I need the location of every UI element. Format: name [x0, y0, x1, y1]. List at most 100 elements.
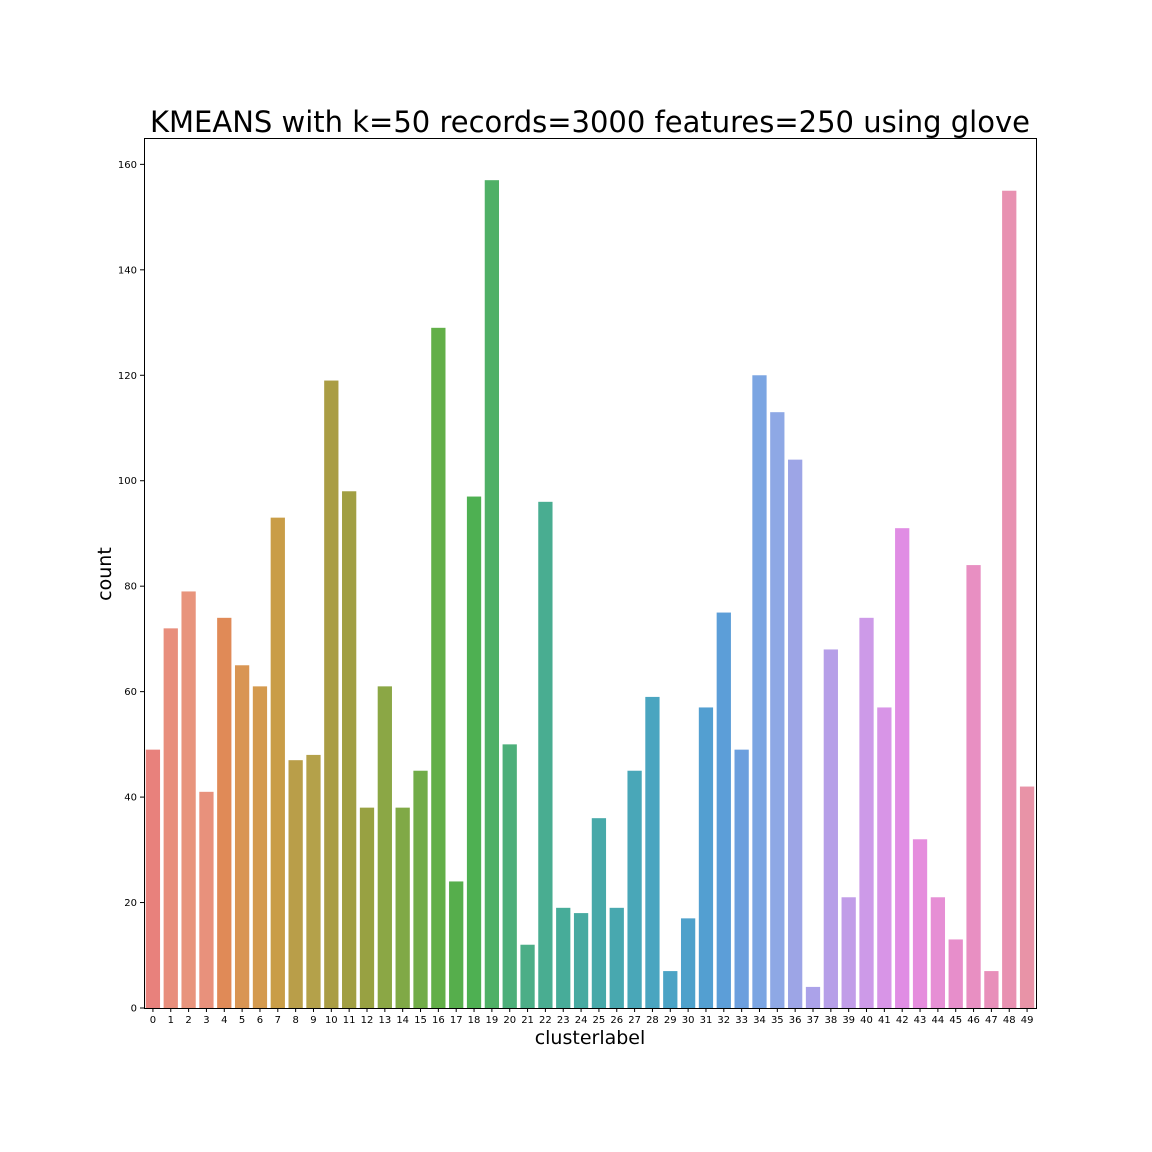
x-tick-label: 32: [717, 1015, 730, 1026]
x-tick-label: 7: [275, 1015, 281, 1026]
x-tick-label: 10: [325, 1015, 338, 1026]
bar-30: [680, 918, 696, 1008]
x-tick-label: 14: [396, 1015, 409, 1026]
chart-title: KMEANS with k=50 records=3000 features=2…: [150, 105, 1030, 139]
x-tick-label: 36: [789, 1015, 802, 1026]
x-tick-label: 17: [450, 1015, 463, 1026]
x-tick-label: 30: [682, 1015, 695, 1026]
bar-17: [449, 881, 464, 1008]
bar-33: [734, 749, 749, 1008]
bar-20: [502, 744, 517, 1008]
bar-0: [145, 749, 161, 1008]
x-axis-ticks: 0 1 2 3 4 5 6 7 8 9 10 11 12 13 14 15 16 17 18 19 20 21 22 23 24…: [150, 1008, 1034, 1026]
bar-38: [823, 649, 838, 1008]
bar-21: [520, 944, 535, 1008]
bar-32: [716, 612, 731, 1008]
x-tick-label: 4: [221, 1015, 227, 1026]
bar-39: [841, 897, 856, 1008]
x-tick-label: 2: [185, 1015, 191, 1026]
bar-5: [234, 665, 250, 1008]
x-tick-label: 40: [860, 1015, 873, 1026]
y-tick-label: 100: [118, 476, 137, 487]
x-tick-label: 31: [700, 1015, 713, 1026]
y-tick-label: 80: [124, 582, 137, 593]
x-tick-label: 15: [414, 1015, 427, 1026]
bar-27: [627, 770, 642, 1008]
x-tick-label: 0: [150, 1015, 156, 1026]
bar-18: [466, 496, 482, 1008]
bar-1: [163, 628, 178, 1008]
y-axis-label: count: [94, 547, 116, 601]
x-tick-label: 35: [771, 1015, 784, 1026]
x-axis-label: clusterlabel: [535, 1027, 646, 1049]
bar-25: [591, 818, 607, 1008]
bar-49: [1019, 786, 1035, 1008]
plot-frame: [144, 138, 1037, 1009]
x-tick-label: 16: [432, 1015, 445, 1026]
x-tick-label: 19: [486, 1015, 499, 1026]
bar-16: [431, 327, 446, 1008]
bar-34: [752, 375, 767, 1008]
x-tick-label: 9: [310, 1015, 316, 1026]
bar-14: [395, 807, 410, 1008]
x-tick-label: 44: [932, 1015, 945, 1026]
x-tick-label: 33: [735, 1015, 748, 1026]
bar-4: [217, 617, 232, 1008]
bar-36: [788, 459, 803, 1008]
x-tick-label: 12: [361, 1015, 374, 1026]
bar-41: [877, 707, 892, 1008]
x-tick-label: 23: [557, 1015, 570, 1026]
x-tick-label: 37: [807, 1015, 820, 1026]
x-tick-label: 46: [967, 1015, 980, 1026]
bar-47: [984, 971, 999, 1008]
bar-24: [573, 913, 589, 1008]
y-tick-label: 120: [118, 371, 137, 382]
y-tick-label: 20: [124, 898, 137, 909]
y-tick-label: 140: [118, 265, 137, 276]
bar-15: [413, 770, 428, 1008]
x-tick-label: 1: [168, 1015, 174, 1026]
x-tick-label: 13: [378, 1015, 391, 1026]
bar-31: [698, 707, 714, 1008]
bar-28: [645, 696, 660, 1008]
bar-2: [181, 591, 196, 1008]
x-tick-label: 20: [503, 1015, 516, 1026]
bar-12: [359, 807, 375, 1008]
bar-46: [966, 565, 981, 1008]
x-tick-label: 34: [753, 1015, 766, 1026]
bar-26: [609, 907, 624, 1008]
bar-35: [770, 412, 785, 1008]
bar-44: [930, 897, 946, 1008]
bar-37: [805, 986, 821, 1008]
x-tick-label: 29: [664, 1015, 677, 1026]
x-tick-label: 47: [985, 1015, 998, 1026]
bar-6: [252, 686, 268, 1008]
bar-19: [484, 180, 500, 1008]
x-tick-label: 8: [292, 1015, 298, 1026]
bar-40: [859, 617, 874, 1008]
x-tick-label: 11: [343, 1015, 356, 1026]
bar-11: [342, 491, 357, 1008]
x-tick-label: 43: [914, 1015, 927, 1026]
bar-42: [895, 528, 910, 1008]
x-tick-label: 41: [878, 1015, 891, 1026]
x-tick-label: 3: [203, 1015, 209, 1026]
x-tick-label: 18: [468, 1015, 481, 1026]
x-tick-label: 48: [1003, 1015, 1016, 1026]
x-tick-label: 39: [842, 1015, 855, 1026]
x-tick-label: 21: [521, 1015, 534, 1026]
x-tick-label: 49: [1021, 1015, 1034, 1026]
x-tick-label: 6: [257, 1015, 263, 1026]
y-tick-label: 40: [124, 793, 137, 804]
x-tick-label: 42: [896, 1015, 909, 1026]
x-tick-label: 22: [539, 1015, 552, 1026]
bar-9: [306, 754, 321, 1008]
bar-43: [912, 839, 928, 1008]
bar-7: [270, 517, 285, 1008]
x-tick-label: 26: [610, 1015, 623, 1026]
bar-3: [199, 791, 214, 1008]
x-tick-label: 25: [593, 1015, 606, 1026]
x-tick-label: 38: [824, 1015, 837, 1026]
y-axis-ticks: 0 20 40 60 80 100 120 140 160: [118, 160, 144, 1015]
